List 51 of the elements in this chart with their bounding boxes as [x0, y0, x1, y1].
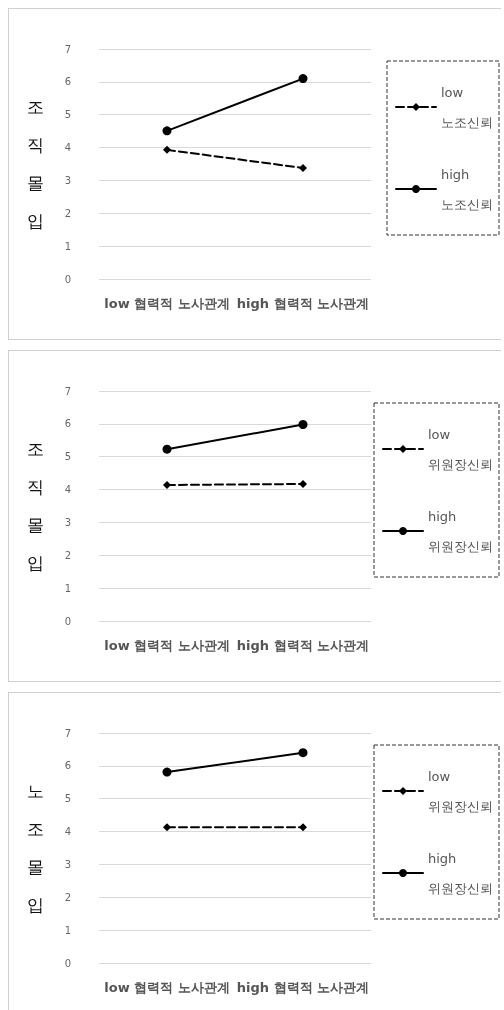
y-tick-label: 7 — [64, 385, 71, 397]
y-axis-title: 노조몰입 — [27, 781, 44, 915]
y-tick-label: 1 — [64, 240, 71, 252]
legend-label: high 위원장신뢰 — [428, 508, 493, 554]
y-tick-label: 0 — [64, 957, 71, 969]
legend-label: low 위원장신뢰 — [428, 768, 493, 814]
y-tick-label: 1 — [64, 582, 71, 594]
y-tick-label: 3 — [64, 858, 71, 870]
point — [163, 823, 171, 832]
y-tick-label: 5 — [64, 451, 71, 463]
point — [298, 748, 308, 758]
x-tick-label: high 협력적 노사관계 — [236, 296, 370, 311]
y-tick-label: 2 — [64, 207, 71, 219]
y-tick-label: 4 — [64, 826, 71, 838]
point — [298, 74, 308, 84]
y-tick-label: 6 — [64, 76, 71, 88]
y-tick-label: 1 — [64, 924, 71, 936]
point — [299, 163, 307, 172]
x-tick-label: low 협력적 노사관계 — [104, 638, 230, 653]
y-tick-label: 4 — [64, 484, 71, 496]
point — [299, 823, 307, 832]
point — [162, 444, 172, 454]
y-tick-label: 4 — [64, 142, 71, 154]
point — [162, 767, 172, 777]
y-tick-label: 6 — [64, 418, 71, 430]
point — [298, 420, 308, 430]
y-tick-label: 2 — [64, 891, 71, 903]
x-tick-label: high 협력적 노사관계 — [236, 638, 370, 653]
y-tick-label: 6 — [64, 760, 71, 772]
x-tick-label: low 협력적 노사관계 — [104, 296, 230, 311]
y-tick-label: 2 — [64, 549, 71, 561]
x-tick-label: high 협력적 노사관계 — [236, 980, 370, 995]
legend-label: high 노조신뢰 — [441, 166, 493, 212]
legend-label: high 위원장신뢰 — [428, 850, 493, 896]
x-tick-label: low 협력적 노사관계 — [104, 980, 230, 995]
y-tick-label: 0 — [64, 273, 71, 285]
point — [299, 479, 307, 488]
y-tick-label: 3 — [64, 174, 71, 186]
y-axis-title: 조직몰입 — [27, 439, 44, 573]
legend-label: low 위원장신뢰 — [428, 426, 493, 472]
legend-label: low 노조신뢰 — [441, 84, 493, 130]
y-tick-label: 5 — [64, 793, 71, 805]
y-tick-label: 7 — [64, 727, 71, 739]
y-tick-label: 0 — [64, 615, 71, 627]
point — [163, 145, 171, 154]
point — [162, 126, 172, 136]
point — [163, 480, 171, 489]
y-tick-label: 5 — [64, 109, 71, 121]
y-axis-title: 조직몰입 — [27, 97, 44, 231]
y-tick-label: 3 — [64, 516, 71, 528]
y-tick-label: 7 — [64, 43, 71, 55]
